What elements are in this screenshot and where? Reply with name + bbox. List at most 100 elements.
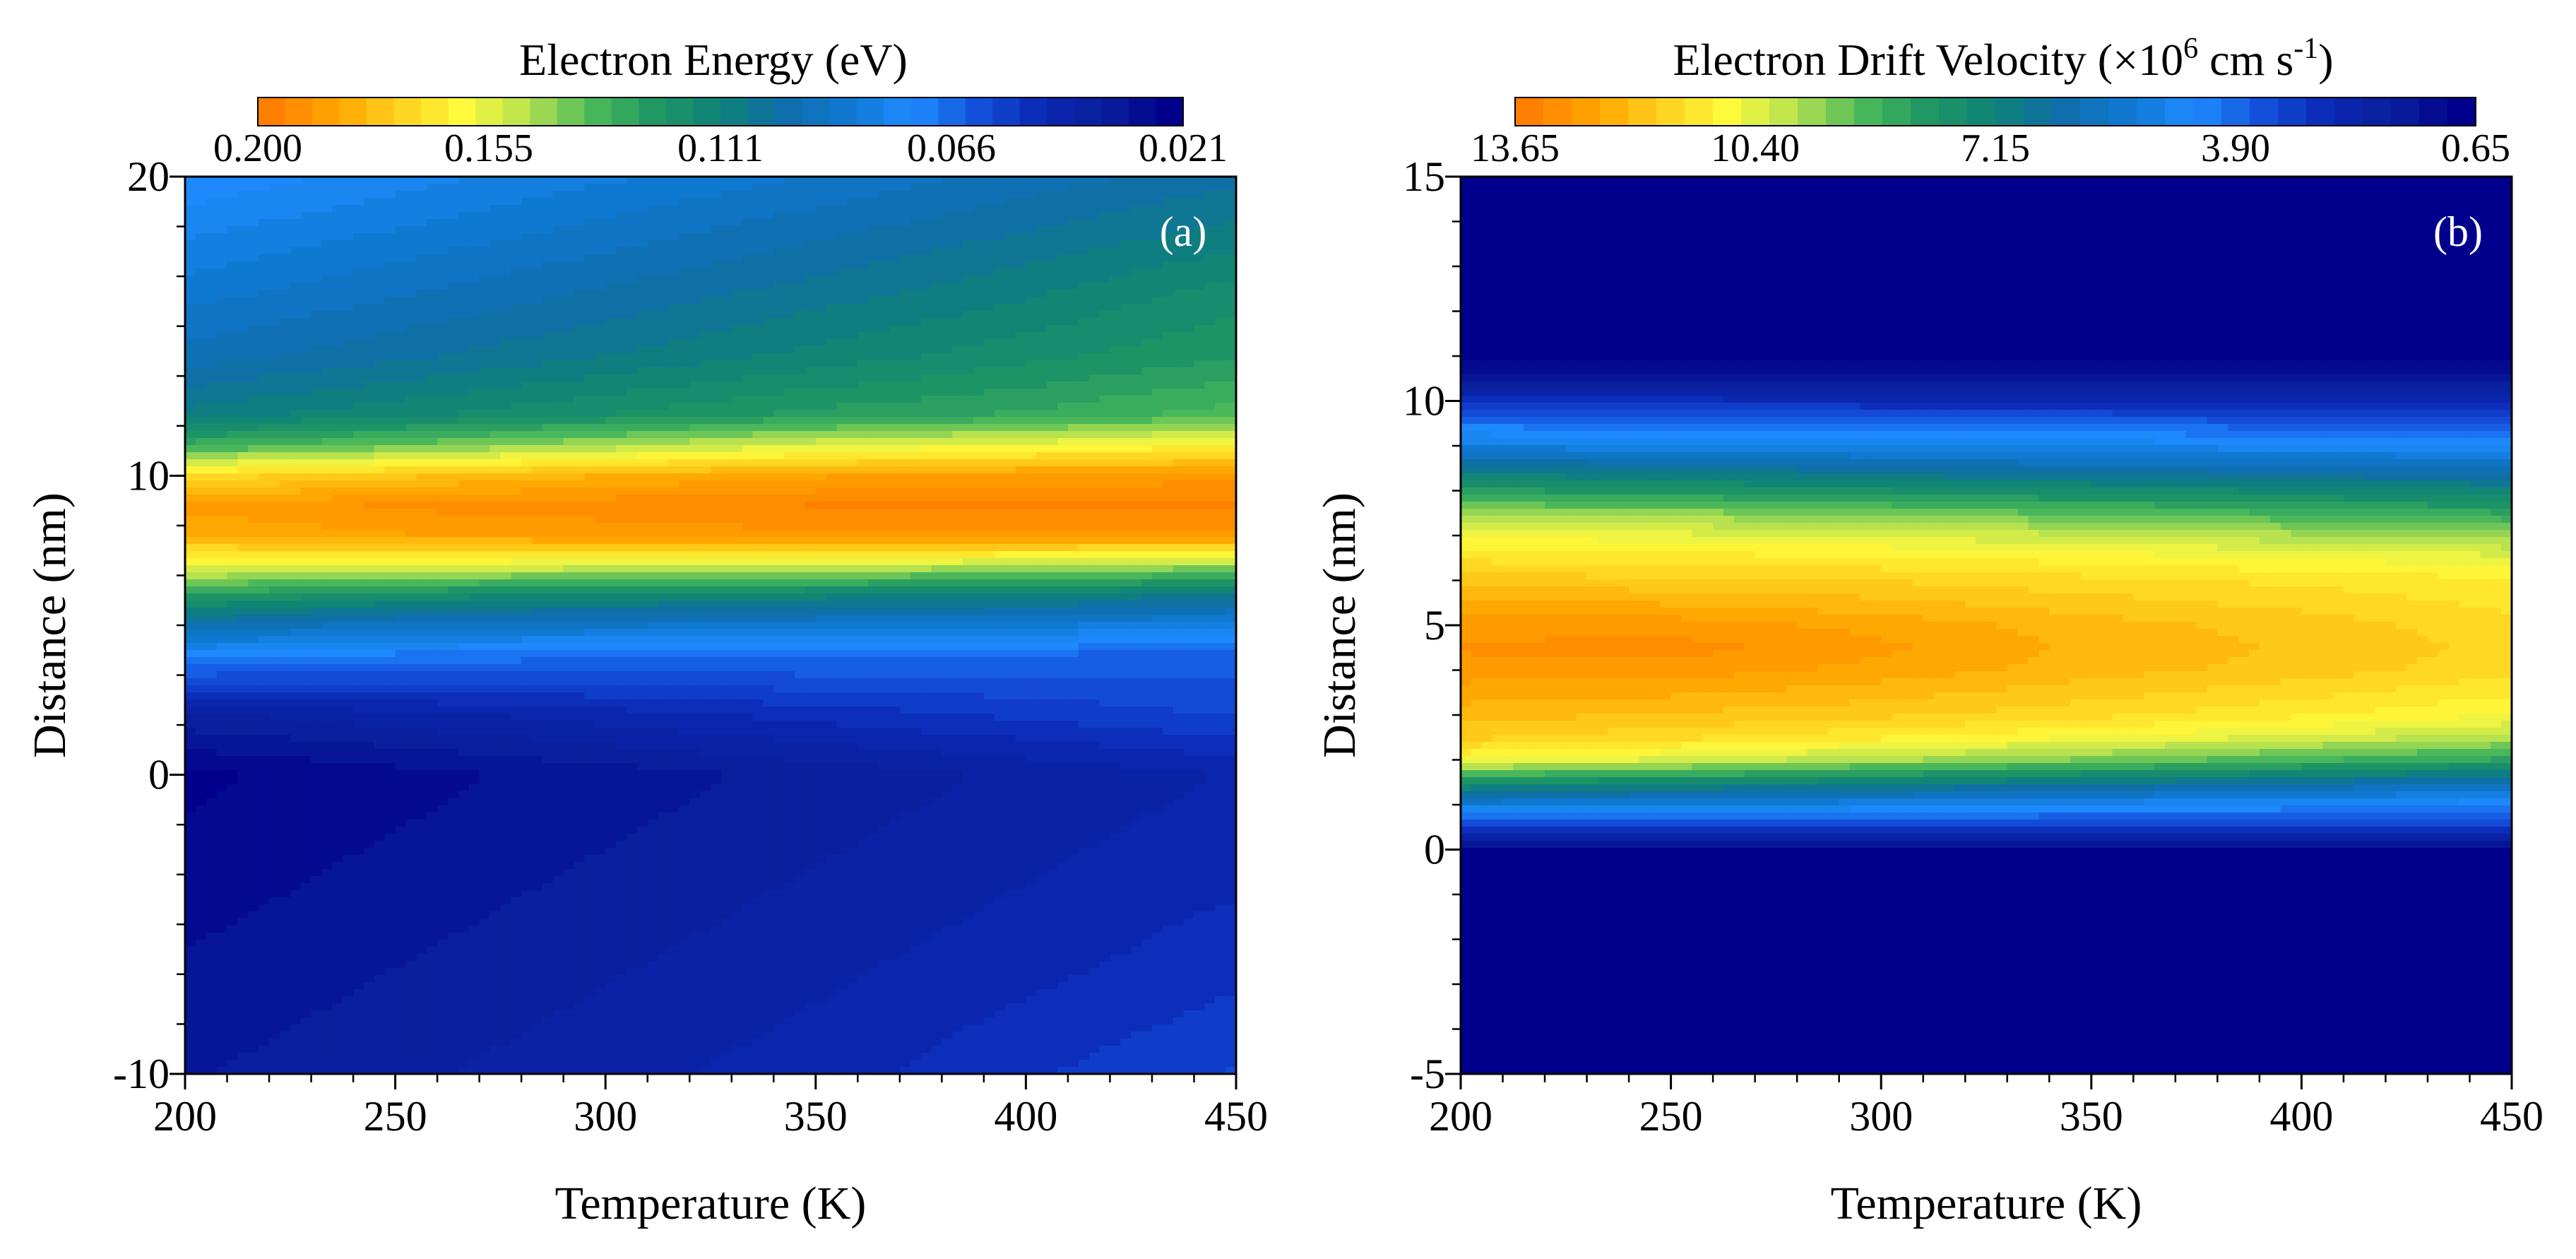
heatmap-cell [1099,487,1111,495]
heatmap-cell [321,459,333,467]
heatmap-cell [1099,353,1111,361]
heatmap-cell [384,523,396,531]
heatmap-cell [1057,367,1069,375]
heatmap-cell [889,240,901,248]
heatmap-cell [448,396,459,403]
heatmap-cell [353,339,364,347]
heatmap-cell [405,339,417,347]
heatmap-cell [763,240,775,248]
heatmap-cell [248,459,259,467]
heatmap-cell [1194,339,1206,347]
heatmap-cell [815,205,827,213]
heatmap-cell [994,353,1006,361]
heatmap-cell [584,226,596,234]
heatmap-cell [279,396,291,403]
heatmap-cell [353,233,364,241]
heatmap-cell [237,332,249,340]
heatmap-cell [269,254,280,262]
heatmap-cell [605,403,617,410]
heatmap-cell [574,367,586,375]
heatmap-cell [711,212,722,220]
heatmap-cell [1162,389,1174,396]
heatmap-cell [511,487,522,495]
heatmap-cell [952,212,963,220]
heatmap-cell [511,198,522,206]
heatmap-cell [479,466,491,474]
heatmap-cell [552,297,564,305]
heatmap-cell [868,480,879,488]
heatmap-cell [805,473,817,481]
heatmap-cell [479,410,491,418]
heatmap-cell [384,466,396,474]
heatmap-cell [343,502,354,509]
heatmap-cell [868,509,879,516]
heatmap-cell [437,431,449,439]
heatmap-cell [521,374,533,382]
heatmap-cell [1120,480,1132,488]
heatmap-cell [427,318,438,326]
heatmap-cell [552,240,564,248]
heatmap-cell [584,268,596,276]
heatmap-cell [479,403,491,410]
heatmap-cell [1004,219,1016,227]
heatmap-cell [185,205,196,213]
heatmap-cell [1173,198,1185,206]
heatmap-cell [458,509,470,516]
heatmap-cell [1047,424,1058,432]
heatmap-cell [353,268,364,276]
heatmap-cell [185,290,196,297]
heatmap-cell [195,382,207,389]
heatmap-cell [374,424,386,432]
heatmap-cell [805,233,817,241]
heatmap-cell [700,254,711,262]
heatmap-cell [931,290,943,297]
heatmap-cell [815,389,827,396]
heatmap-cell [1162,290,1174,297]
heatmap-cell [343,353,354,361]
heatmap-cell [626,509,638,516]
heatmap-cell [216,396,228,403]
heatmap-cell [983,339,995,347]
heatmap-cell [773,346,785,354]
heatmap-cell [731,353,743,361]
heatmap-cell [1015,283,1027,290]
heatmap-cell [1099,367,1111,375]
heatmap-cell [910,339,922,347]
heatmap-cell [269,374,280,382]
heatmap-cell [931,360,943,368]
heatmap-cell [647,304,659,312]
heatmap-cell [1036,396,1047,403]
heatmap-cell [857,339,869,347]
heatmap-cell [1173,487,1185,495]
heatmap-cell [857,480,869,488]
heatmap-cell [847,374,859,382]
heatmap-cell [700,452,711,460]
heatmap-cell [343,403,354,410]
heatmap-cell [489,219,501,227]
heatmap-cell [679,332,691,340]
heatmap-cell [542,297,554,305]
heatmap-cell [563,177,575,184]
heatmap-cell [1141,367,1153,375]
heatmap-cell [1120,389,1132,396]
heatmap-cell [752,177,764,184]
heatmap-cell [805,509,817,516]
heatmap-cell [216,325,228,333]
heatmap-cell [889,417,901,425]
heatmap-cell [584,367,596,375]
heatmap-cell [300,233,312,241]
heatmap-cell [889,254,901,262]
heatmap-cell [1204,473,1216,481]
heatmap-cell [815,445,827,453]
heatmap-cell [1088,410,1100,418]
heatmap-cell [1194,431,1206,439]
heatmap-cell [784,191,795,199]
heatmap-cell [521,261,533,269]
heatmap-cell [437,247,449,255]
heatmap-cell [248,219,259,227]
heatmap-cell [605,509,617,516]
heatmap-cell [479,184,491,191]
heatmap-cell [595,495,606,502]
heatmap-cell [1215,290,1226,297]
heatmap-cell [1067,367,1079,375]
